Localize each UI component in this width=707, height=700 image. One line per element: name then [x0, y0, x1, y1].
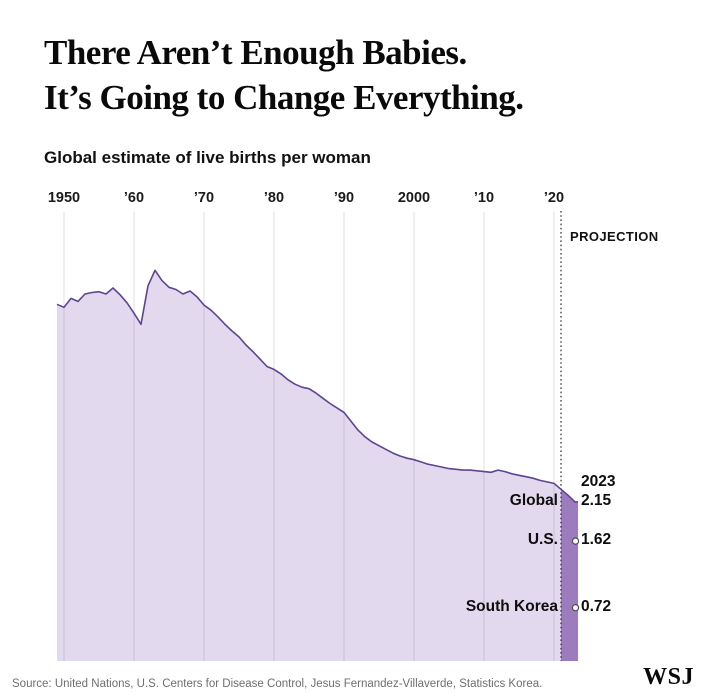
x-axis: 1950 ’60 ’70 ’80 ’90 2000 ’10 ’20: [0, 190, 707, 208]
series-label-south-korea: South Korea: [465, 598, 558, 615]
series-label-us: U.S.: [527, 531, 558, 548]
page-title-line1: There Aren’t Enough Babies.: [44, 33, 467, 72]
end-marker-u-s-: [571, 537, 580, 545]
series-value-us: 1.62: [581, 531, 612, 548]
source-attribution: Source: United Nations, U.S. Centers for…: [12, 678, 543, 690]
chart-subtitle: Global estimate of live births per woman: [44, 148, 371, 167]
x-axis-label: ’20: [543, 190, 565, 206]
end-year-label: 2023: [581, 473, 616, 490]
x-axis-label: ’90: [333, 190, 355, 206]
x-axis-label: ’10: [473, 190, 495, 206]
projection-area-fill: [561, 489, 578, 661]
series-value-global: 2.15: [581, 492, 612, 509]
x-axis-label: ’80: [263, 190, 285, 206]
x-axis-label: ’70: [193, 190, 215, 206]
global-fertility-line: [56, 269, 578, 503]
page-title-line2: It’s Going to Change Everything.: [44, 78, 524, 117]
page-title: There Aren’t Enough Babies. It’s Going t…: [44, 30, 674, 120]
series-label-global: Global: [509, 492, 558, 509]
wsj-logo: WSJ: [643, 664, 694, 690]
x-axis-label: 2000: [397, 190, 431, 206]
series-value-south-korea: 0.72: [581, 598, 612, 615]
end-marker-south-korea: [571, 604, 580, 612]
x-axis-label: 1950: [47, 190, 81, 206]
historical-area-fill: [57, 270, 561, 661]
projection-label: PROJECTION: [570, 229, 659, 244]
x-axis-label: ’60: [123, 190, 145, 206]
